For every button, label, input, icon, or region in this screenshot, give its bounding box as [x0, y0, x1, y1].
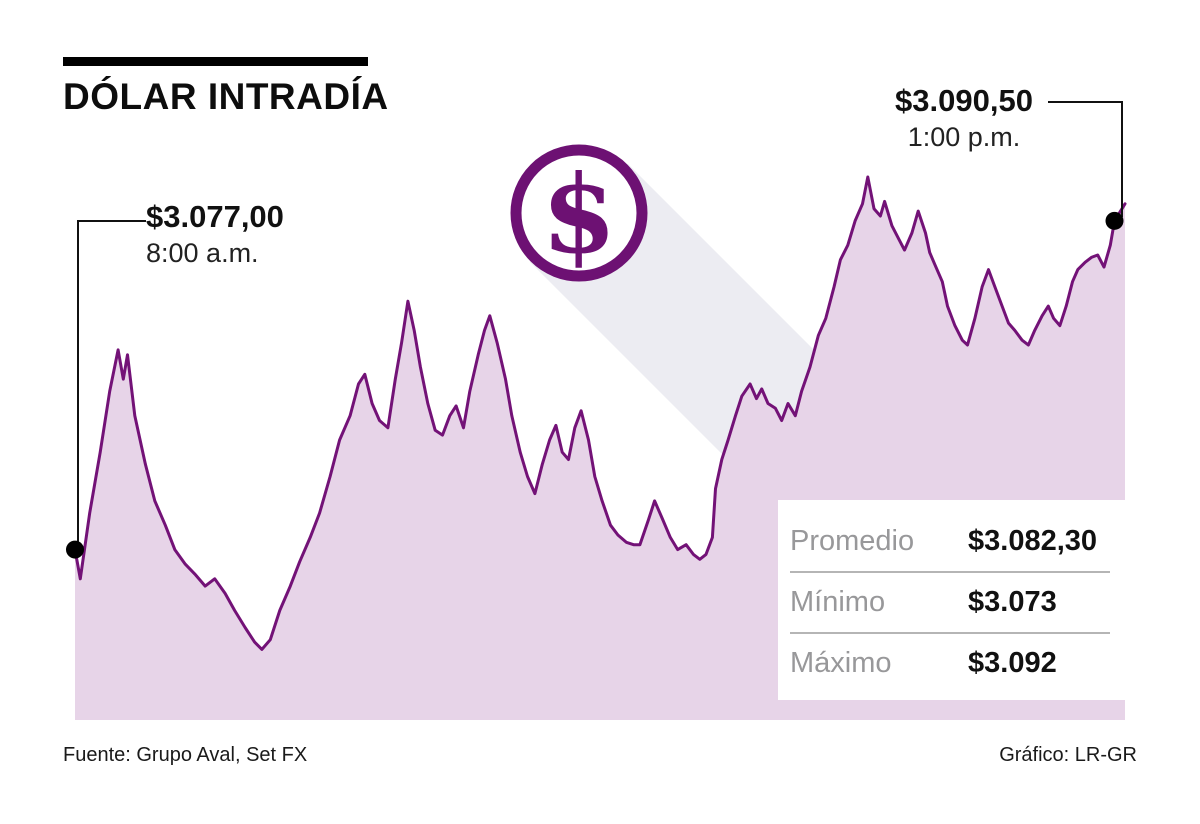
end-time-label: 1:00 p.m.: [907, 122, 1021, 153]
start-price-label: $3.077,00: [146, 199, 284, 234]
stat-label: Mínimo: [790, 586, 886, 618]
dollar-icon-glyph: $: [541, 152, 616, 278]
start-dot: [66, 540, 84, 559]
page-title: DÓLAR INTRADÍA: [63, 76, 389, 117]
end-dot: [1105, 211, 1124, 230]
stats-table: Promedio $3.082,30 Mínimo $3.073 Máximo …: [790, 512, 1110, 693]
stats-backdrop: [778, 500, 1125, 700]
dollar-icon: $: [510, 144, 648, 282]
stat-row-promedio: Promedio $3.082,30: [790, 512, 1110, 573]
end-price-label: $3.090,50: [895, 83, 1033, 118]
stat-value: $3.082,30: [968, 525, 1098, 557]
stat-label: Promedio: [790, 525, 915, 557]
price-line: [73, 175, 1127, 651]
stat-value: $3.073: [968, 586, 1057, 618]
end-annotation: $3.090,50 1:00 p.m.: [878, 83, 1050, 153]
source-credit: Fuente: Grupo Aval, Set FX: [63, 744, 308, 766]
end-callout-line: [1048, 101, 1123, 217]
stat-row-maximo: Máximo $3.092: [790, 634, 1110, 693]
title-rule: [63, 57, 368, 66]
start-callout-line: [77, 220, 146, 546]
dollar-icon-ring: [510, 144, 648, 282]
start-time-label: 8:00 a.m.: [146, 238, 259, 269]
graphic-credit: Gráfico: LR-GR: [999, 744, 1137, 766]
stat-row-minimo: Mínimo $3.073: [790, 573, 1110, 634]
stat-value: $3.092: [968, 647, 1057, 679]
stat-label: Máximo: [790, 647, 892, 679]
start-annotation: $3.077,00 8:00 a.m.: [146, 199, 284, 269]
